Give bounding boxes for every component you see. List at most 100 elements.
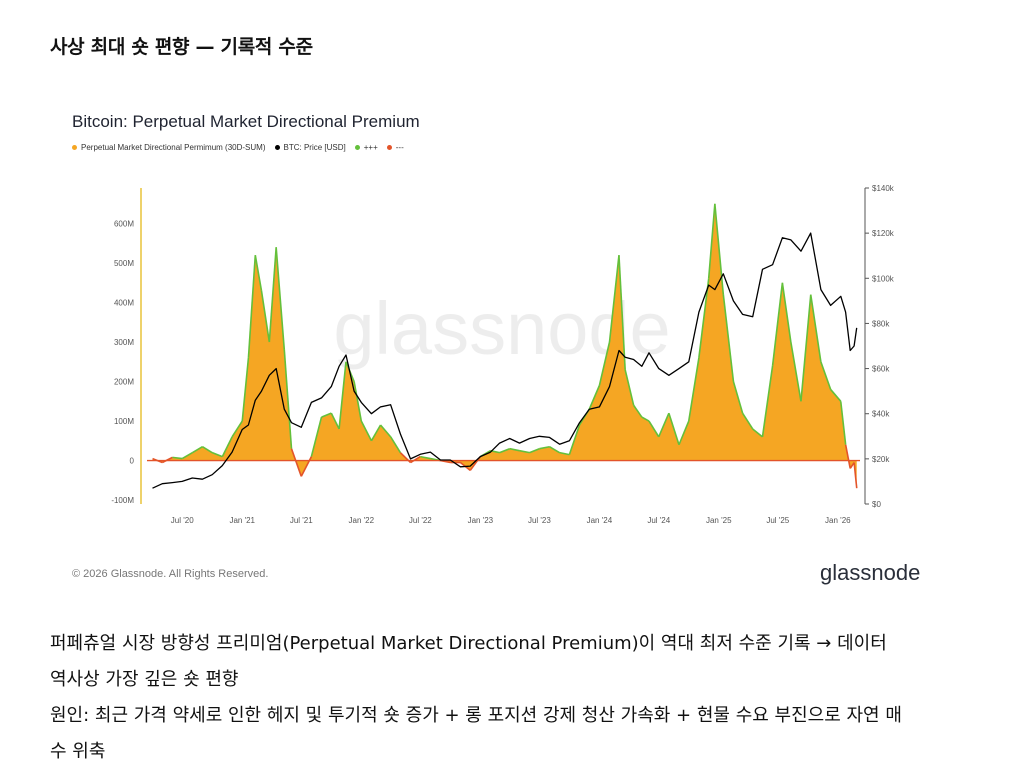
- premium-positive-segment: [707, 203, 716, 279]
- premium-area: [147, 203, 860, 489]
- premium-positive-segment: [260, 290, 271, 343]
- premium-positive-segment: [618, 255, 626, 370]
- x-tick-label: Jan '23: [468, 516, 494, 525]
- left-axis-ticks: -100M 0 100M 200M 300M 400M 500M 600M: [111, 220, 135, 505]
- premium-positive-segment: [211, 451, 223, 458]
- premium-positive-segment: [722, 294, 735, 382]
- premium-positive-segment: [632, 404, 643, 418]
- x-tick-label: Jul '24: [647, 516, 670, 525]
- left-tick-label: 400M: [114, 299, 134, 308]
- premium-positive-segment: [549, 446, 561, 454]
- x-tick-label: Jan '26: [825, 516, 851, 525]
- premium-positive-segment: [370, 424, 382, 442]
- left-tick-label: 0: [130, 457, 135, 466]
- legend-dot-positive: [354, 145, 360, 150]
- legend-item-negative: ---: [386, 143, 404, 152]
- x-tick-label: Jul '20: [171, 516, 194, 525]
- legend-label-price: BTC: Price [USD]: [283, 143, 346, 152]
- premium-positive-segment: [172, 456, 183, 460]
- premium-positive-segment: [809, 294, 822, 362]
- premium-positive-segment: [732, 381, 744, 414]
- premium-positive-segment: [830, 388, 842, 402]
- premium-positive-segment: [648, 420, 660, 438]
- x-axis-ticks: Jul '20 Jan '21 Jul '21 Jan '22 Jul '22 Jan '…: [171, 516, 851, 525]
- premium-positive-segment: [379, 424, 392, 438]
- premium-positive-segment: [790, 341, 802, 402]
- right-axis-ticks: $0 $20k $40k $60k $80k $100k $120k $140k: [865, 184, 895, 509]
- premium-positive-segment: [820, 361, 832, 390]
- premium-positive-segment: [181, 451, 193, 460]
- premium-positive-segment: [283, 349, 293, 449]
- premium-positive-segment: [658, 412, 670, 438]
- premium-positive-segment: [771, 282, 784, 366]
- premium-positive-segment: [714, 203, 725, 295]
- premium-negative-segment: [853, 462, 858, 489]
- x-tick-label: Jan '24: [587, 516, 613, 525]
- x-tick-label: Jul '23: [528, 516, 551, 525]
- premium-positive-segment: [687, 357, 700, 422]
- right-tick-label: $20k: [872, 455, 890, 464]
- left-tick-label: -100M: [111, 496, 134, 505]
- premium-positive-segment: [668, 412, 680, 445]
- premium-positive-segment: [624, 369, 635, 406]
- premium-negative-segment: [844, 444, 852, 469]
- premium-positive-segment: [509, 447, 520, 452]
- premium-positive-segment: [499, 447, 510, 454]
- left-tick-label: 500M: [114, 259, 134, 268]
- right-tick-label: $60k: [872, 365, 890, 374]
- left-tick-label: 600M: [114, 220, 134, 229]
- premium-positive-segment: [330, 412, 340, 430]
- paragraph-1: 퍼페츄얼 시장 방향성 프리미엄(Perpetual Market Direct…: [50, 633, 887, 654]
- btc-price-line: [152, 232, 858, 489]
- premium-positive-segment: [241, 357, 250, 422]
- right-tick-label: $140k: [872, 184, 895, 193]
- x-tick-label: Jan '21: [229, 516, 255, 525]
- premium-positive-segment: [761, 365, 774, 437]
- legend-label-positive: +++: [363, 143, 378, 152]
- x-tick-label: Jul '25: [766, 516, 789, 525]
- legend-dot-negative: [386, 145, 392, 150]
- legend-dot-premium: [72, 145, 77, 150]
- legend-dot-price: [274, 145, 280, 150]
- premium-positive-segment: [598, 341, 611, 386]
- copyright-text: © 2026 Glassnode. All Rights Reserved.: [72, 568, 269, 580]
- premium-positive-segment: [698, 278, 710, 358]
- right-tick-label: $80k: [872, 319, 890, 328]
- premium-positive-segment: [529, 447, 540, 454]
- price-line-group: [152, 232, 858, 489]
- premium-positive-segment: [275, 247, 286, 351]
- premium-positive-segment: [221, 436, 233, 457]
- paragraph-3: 원인: 최근 가격 약세로 인한 헤지 및 투기적 숏 증가 + 롱 포지션 강…: [50, 705, 902, 726]
- premium-positive-segment: [559, 451, 570, 456]
- premium-positive-segment: [519, 449, 530, 454]
- premium-positive-segment: [254, 255, 263, 291]
- legend-label-premium: Perpetual Market Directional Permimum (3…: [81, 143, 266, 152]
- premium-positive-segment: [420, 455, 431, 460]
- premium-negative-segment: [410, 455, 421, 464]
- premium-positive-segment: [741, 412, 754, 430]
- premium-positive-segment: [202, 446, 213, 454]
- premium-positive-segment: [191, 446, 203, 454]
- left-tick-label: 200M: [114, 378, 134, 387]
- left-tick-label: 100M: [114, 417, 134, 426]
- premium-negative-segment: [290, 448, 303, 477]
- chart-svg: glassnode -100M0100M200M300M400M500M600M…: [111, 184, 895, 525]
- brand-logo: glassnode: [820, 560, 921, 585]
- premium-positive-segment: [389, 436, 402, 454]
- page-heading: 사상 최대 숏 편향 — 기록적 수준: [50, 36, 313, 58]
- premium-positive-segment: [839, 401, 847, 445]
- premium-positive-segment: [321, 412, 332, 418]
- premium-positive-segment: [353, 381, 363, 422]
- right-tick-label: $0: [872, 500, 881, 509]
- legend-item-price: BTC: Price [USD]: [274, 143, 346, 152]
- premium-positive-segment: [608, 255, 620, 343]
- chart-legend: Perpetual Market Directional Permimum (3…: [72, 143, 404, 152]
- premium-positive-segment: [752, 428, 763, 438]
- legend-item-premium: Perpetual Market Directional Permimum (3…: [72, 143, 266, 152]
- right-tick-label: $40k: [872, 410, 890, 419]
- premium-positive-segment: [641, 416, 650, 422]
- premium-positive-segment: [781, 282, 792, 343]
- chart-card: glassnode -100M 0 100M 200M 300M 400M 500M 600M…: [52, 92, 960, 602]
- premium-positive-segment: [231, 420, 243, 438]
- premium-positive-segment: [678, 420, 690, 446]
